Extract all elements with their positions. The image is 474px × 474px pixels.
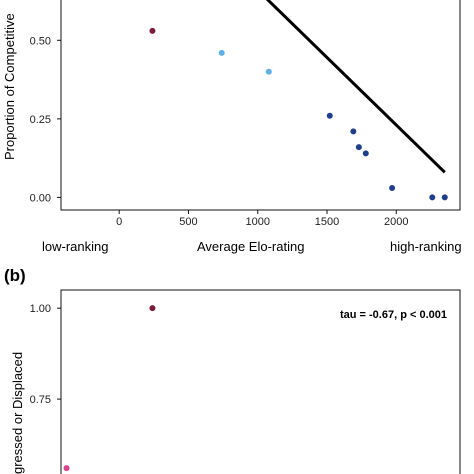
panel-a-point <box>389 185 396 191</box>
panel-b-y-axis-title: gressed or Displaced <box>10 352 25 474</box>
panel-a-point <box>441 194 448 201</box>
panel-b: (b) gressed or Displaced tau = -0.67, p … <box>4 266 461 474</box>
panel-a-y-axis-title: Proportion of Competitive <box>2 13 17 160</box>
panel-a: Proportion of Competitive 0.00 0.25 0.50 0… <box>2 0 462 254</box>
panel-a-points <box>149 27 448 201</box>
panel-a-y-tick-label: 0.00 <box>30 192 51 204</box>
panel-a-point <box>149 27 156 34</box>
panel-a-point <box>429 194 436 201</box>
panel-a-x-tick-label: 500 <box>179 216 197 228</box>
panel-b-y-tick-label: 0.75 <box>30 394 51 406</box>
panel-b-label: (b) <box>4 266 26 285</box>
panel-a-point <box>218 49 225 56</box>
footer-x-axis-title: Average Elo-rating <box>197 239 304 254</box>
panel-a-x-tick-label: 2000 <box>384 216 408 228</box>
panel-b-annotation: tau = -0.67, p < 0.001 <box>340 309 447 321</box>
panel-a-x-tick-label: 0 <box>116 216 122 228</box>
panel-a-point <box>326 112 333 119</box>
panel-b-plot-frame <box>60 289 461 474</box>
footer-low-ranking: low-ranking <box>42 239 108 254</box>
panel-a-point <box>265 68 272 75</box>
panel-a-trend-line <box>265 0 446 174</box>
panel-a-point <box>355 144 362 151</box>
panel-b-y-ticks: 1.00 0.75 <box>30 303 61 406</box>
panel-a-plot-frame <box>60 0 461 211</box>
panel-a-x-ticks: 0 500 1000 1500 2000 <box>116 210 409 228</box>
panel-a-y-tick-label: 0.50 <box>30 35 51 47</box>
panel-b-point <box>149 305 156 312</box>
panel-a-point <box>350 128 357 135</box>
panel-b-point <box>63 465 70 472</box>
panel-a-point <box>362 150 369 157</box>
footer-high-ranking: high-ranking <box>390 239 462 254</box>
panel-a-y-ticks: 0.00 0.25 0.50 <box>30 35 61 204</box>
panel-a-x-tick-label: 1500 <box>315 216 339 228</box>
panel-a-y-tick-label: 0.25 <box>30 114 51 126</box>
panel-b-y-tick-label: 1.00 <box>30 303 51 315</box>
panel-a-x-tick-label: 1000 <box>245 216 269 228</box>
panel-b-points <box>63 305 156 472</box>
